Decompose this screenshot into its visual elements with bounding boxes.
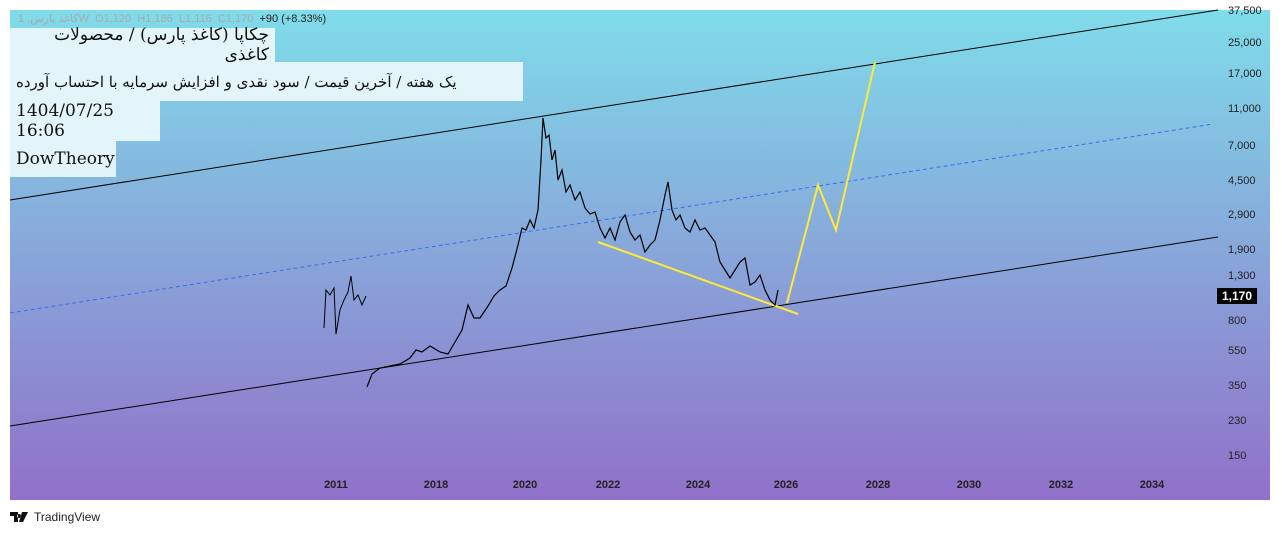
ohlc-legend: کاغذ پارس, 1W O1,120 H1,186 L1,116 C1,17…	[18, 12, 326, 26]
x-tick: 2032	[1048, 479, 1074, 491]
legend-change: +90 (+8.33%)	[259, 13, 327, 25]
y-tick: 7,000	[1228, 140, 1256, 152]
y-tick: 230	[1228, 415, 1247, 427]
projection-path[interactable]	[786, 61, 876, 304]
x-tick: 2024	[685, 479, 711, 491]
y-tick: 350	[1228, 380, 1247, 392]
support-trendline[interactable]	[597, 241, 799, 315]
legend-close: C1,170	[217, 13, 254, 25]
x-tick: 2011	[324, 479, 348, 491]
price-series	[366, 117, 779, 388]
brand-name: TradingView	[34, 510, 101, 524]
y-tick: 4,500	[1228, 175, 1256, 187]
y-tick: 2,900	[1228, 209, 1256, 221]
x-tick: 2018	[423, 479, 449, 491]
mid-channel-line[interactable]	[9, 123, 1214, 314]
x-tick: 2030	[956, 479, 982, 491]
y-tick: 550	[1228, 345, 1247, 357]
y-tick: 37,500	[1228, 5, 1262, 17]
tradingview-logo-icon	[10, 512, 28, 522]
legend-symbol: کاغذ پارس, 1W	[18, 13, 89, 25]
upper-channel-line[interactable]	[9, 9, 1219, 201]
y-tick: 800	[1228, 315, 1247, 327]
legend-open: O1,120	[95, 13, 132, 25]
legend-high: H1,186	[137, 13, 173, 25]
y-tick: 1,300	[1228, 270, 1256, 282]
lower-channel-line[interactable]	[9, 236, 1219, 427]
y-tick: 1,900	[1228, 244, 1256, 256]
x-tick: 2026	[773, 479, 799, 491]
price-series-early	[323, 275, 367, 335]
note-author[interactable]: DowTheory	[10, 141, 116, 177]
legend-low: L1,116	[178, 13, 212, 25]
x-tick: 2028	[865, 479, 891, 491]
note-title[interactable]: چکاپا (کاغذ پارس) / محصولات کاغذی	[10, 25, 275, 65]
y-tick: 25,000	[1228, 37, 1262, 49]
x-tick: 2034	[1139, 479, 1165, 491]
y-tick: 11,000	[1228, 103, 1261, 115]
y-tick: 17,000	[1228, 68, 1262, 80]
note-subtitle[interactable]: یک هفته / آخرین قیمت / سود نقدی و افزایش…	[10, 62, 523, 101]
x-tick: 2020	[512, 479, 538, 491]
y-tick: 150	[1228, 450, 1247, 462]
current-price-label: 1,170	[1217, 288, 1258, 304]
note-datetime[interactable]: 1404/07/25 16:06	[10, 101, 160, 141]
tradingview-logo[interactable]: TradingView	[10, 510, 100, 524]
x-tick: 2022	[595, 479, 621, 491]
